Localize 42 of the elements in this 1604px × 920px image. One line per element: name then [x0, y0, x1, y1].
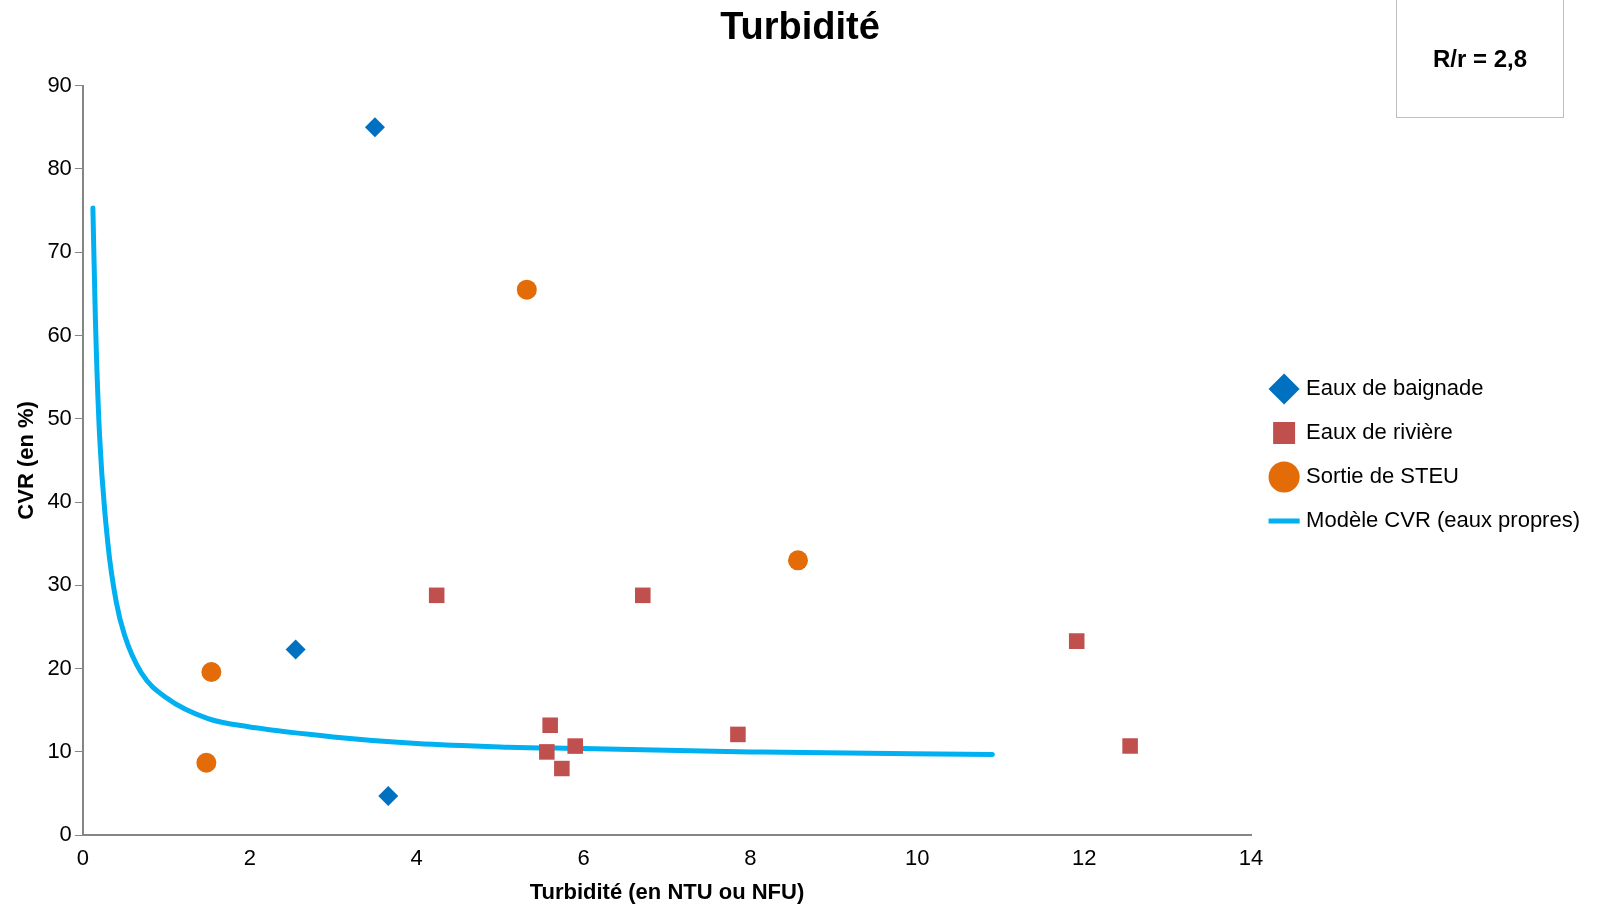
x-tick-label: 10 — [905, 845, 930, 871]
point — [567, 738, 583, 754]
legend-label: Sortie de STEU — [1306, 463, 1459, 489]
y-tick-label: 40 — [47, 488, 72, 514]
point — [378, 786, 399, 807]
x-tick-label: 4 — [410, 845, 423, 871]
y-tick-label: 90 — [47, 71, 72, 97]
legend-label: Eaux de baignade — [1306, 375, 1484, 401]
x-tick-label: 8 — [744, 845, 757, 871]
point — [196, 752, 217, 773]
legend-label: Eaux de rivière — [1306, 419, 1453, 445]
y-axis-title: CVR (en %) — [13, 401, 39, 520]
x-tick-label: 12 — [1071, 845, 1097, 871]
point — [539, 744, 555, 760]
point — [635, 587, 651, 604]
x-tick-label: 6 — [577, 845, 590, 871]
x-tick-label: 0 — [76, 845, 89, 871]
y-tick-label: 80 — [47, 154, 72, 180]
legend-label: Modèle CVR (eaux propres) — [1306, 507, 1581, 533]
y-tick-label: 30 — [47, 571, 72, 597]
y-tick-label: 20 — [47, 654, 72, 680]
point — [542, 717, 558, 734]
point — [1068, 633, 1085, 649]
point — [516, 279, 537, 300]
text: R/r = 2,8 — [1396, 0, 1564, 118]
y-tick-label: 60 — [47, 321, 72, 347]
point — [788, 550, 808, 571]
x-tick-label: 2 — [243, 845, 256, 871]
point — [201, 661, 222, 682]
y-tick-label: 50 — [47, 404, 72, 430]
point — [364, 117, 385, 138]
x-tick-label: 14 — [1238, 845, 1264, 871]
y-tick-label: 0 — [59, 821, 72, 847]
y-tick-label: 10 — [47, 737, 72, 763]
y-tick-label: 70 — [47, 238, 72, 264]
point — [730, 726, 746, 743]
point — [554, 760, 570, 777]
point — [1122, 738, 1138, 754]
chart-title: Turbidité — [720, 5, 880, 48]
point — [285, 639, 306, 660]
point — [428, 587, 445, 604]
x-axis-title: Turbidité (en NTU ou NFU) — [529, 878, 805, 904]
